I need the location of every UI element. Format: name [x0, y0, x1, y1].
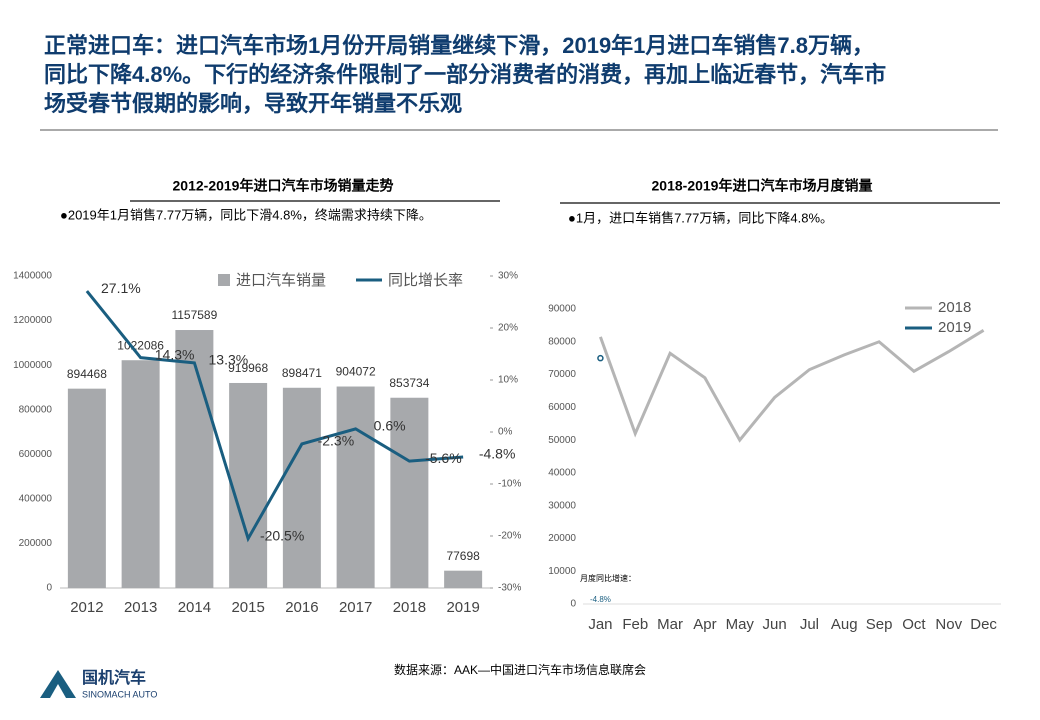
y-tick-label: 50000: [548, 435, 576, 446]
x-tick-label: Oct: [902, 616, 926, 633]
bar-label: 853734: [389, 376, 429, 390]
line-label: -5.6%: [425, 450, 462, 466]
logo-name: 国机汽车: [82, 668, 146, 687]
x-tick-label: 2018: [393, 599, 426, 616]
logo-icon: [40, 670, 76, 698]
line-label: -4.8%: [479, 446, 516, 462]
y-tick-label: 0: [570, 599, 576, 610]
line-label: -20.5%: [260, 527, 304, 543]
annotation: 月度同比增速：: [580, 573, 636, 583]
headline: 正常进口车：进口汽车市场1月份开局销量继续下滑，2019年1月进口车销售7.8万…: [44, 33, 874, 58]
y2-tick-label: -30%: [498, 583, 521, 594]
x-tick-label: 2013: [124, 599, 157, 616]
legend-label: 2019: [938, 319, 971, 336]
bar: [336, 386, 375, 588]
y-tick-label: 1000000: [13, 360, 52, 371]
y-tick-label: 400000: [19, 493, 53, 504]
x-tick-label: 2017: [339, 599, 372, 616]
y-tick-label: 1400000: [13, 271, 52, 282]
legend-label: 同比增长率: [388, 272, 463, 289]
bar: [121, 360, 160, 588]
y2-tick-label: 20%: [498, 323, 518, 334]
series-line: [599, 329, 985, 443]
bar-label: 919968: [228, 361, 268, 375]
x-tick-label: Mar: [657, 616, 683, 633]
x-tick-label: Jul: [800, 616, 819, 633]
x-tick-label: Jun: [762, 616, 786, 633]
x-tick-label: 2015: [231, 599, 264, 616]
y-tick-label: 90000: [548, 304, 576, 315]
chart-note: ●1月，进口车销售7.77万辆，同比下降4.8%。: [568, 210, 833, 225]
y-tick-label: 600000: [19, 449, 53, 460]
chart-title: 2018-2019年进口汽车市场月度销量: [652, 178, 873, 194]
y-tick-label: 800000: [19, 404, 53, 415]
headline: 场受春节假期的影响，导致开年销量不乐观: [44, 91, 462, 116]
bar-label: 77698: [446, 549, 480, 563]
y-tick-label: 40000: [548, 468, 576, 479]
x-tick-label: Sep: [866, 616, 893, 633]
x-tick-label: 2019: [446, 599, 479, 616]
line-label: 13.3%: [209, 352, 249, 368]
source: 数据来源：AAK—中国进口汽车市场信息联席会: [394, 662, 646, 677]
annotation: -4.8%: [590, 595, 611, 604]
y-tick-label: 20000: [548, 533, 576, 544]
y2-tick-label: 30%: [498, 271, 518, 282]
chart-title: 2012-2019年进口汽车市场销量走势: [173, 178, 394, 194]
bar: [175, 330, 214, 588]
x-tick-label: 2012: [70, 599, 103, 616]
y2-tick-label: -10%: [498, 479, 521, 490]
logo-sub: SINOMACH AUTO: [82, 689, 157, 699]
x-tick-label: Apr: [693, 616, 716, 633]
series-point: [597, 354, 604, 362]
line-label: 0.6%: [374, 418, 406, 434]
bar-label: 894468: [67, 367, 107, 381]
x-tick-label: Jan: [588, 616, 612, 633]
x-tick-label: May: [726, 616, 755, 633]
y2-tick-label: 10%: [498, 375, 518, 386]
y2-tick-label: 0%: [498, 427, 513, 438]
bar: [282, 387, 321, 588]
y-tick-label: 0: [46, 583, 52, 594]
legend-label: 2018: [938, 299, 971, 316]
line-label: 27.1%: [101, 280, 141, 296]
bar-label: 1157589: [171, 308, 217, 322]
line-label: -2.3%: [318, 433, 355, 449]
bar: [390, 397, 429, 588]
growth-line: [85, 290, 464, 543]
bar-label: 898471: [282, 366, 322, 380]
bar: [229, 382, 268, 588]
x-tick-label: Feb: [622, 616, 648, 633]
y-tick-label: 80000: [548, 336, 576, 347]
y-tick-label: 200000: [19, 538, 53, 549]
y-tick-label: 30000: [548, 500, 576, 511]
x-tick-label: Dec: [970, 616, 997, 633]
line-label: 14.3%: [155, 346, 195, 362]
legend-swatch: [218, 274, 230, 286]
x-tick-label: Nov: [935, 616, 962, 633]
x-tick-label: Aug: [831, 616, 858, 633]
bar-label: 904072: [336, 365, 376, 379]
y-tick-label: 1200000: [13, 315, 52, 326]
legend-label: 进口汽车销量: [236, 272, 326, 289]
headline: 同比下降4.8%。下行的经济条件限制了一部分消费者的消费，再加上临近春节，汽车市: [44, 62, 886, 87]
x-tick-label: 2016: [285, 599, 318, 616]
y-tick-label: 60000: [548, 402, 576, 413]
y2-tick-label: -20%: [498, 531, 521, 542]
y-tick-label: 10000: [548, 566, 576, 577]
y-tick-label: 70000: [548, 369, 576, 380]
x-tick-label: 2014: [178, 599, 211, 616]
bar: [67, 388, 106, 588]
bar: [444, 570, 483, 588]
chart-note: ●2019年1月销售7.77万辆，同比下滑4.8%，终端需求持续下降。: [60, 207, 432, 222]
